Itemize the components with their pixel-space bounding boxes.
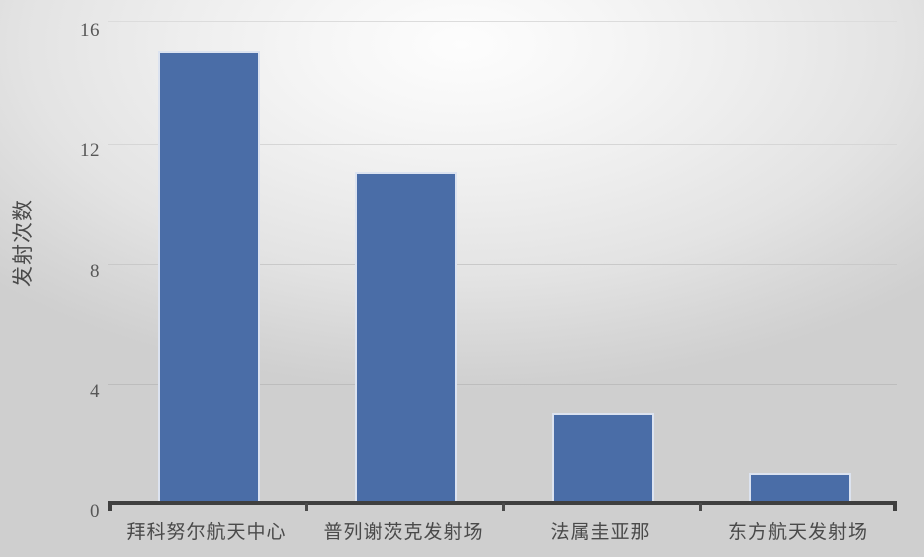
- bar-french-guiana: [552, 413, 654, 503]
- y-tick-label-16: 16: [80, 20, 100, 41]
- gridline-4: [108, 384, 897, 385]
- gridline-16: [108, 21, 897, 22]
- y-tick-label-12: 12: [80, 140, 100, 161]
- x-axis-label-vostochny: 东方航天发射场: [727, 522, 868, 543]
- x-axis-tick-1: [305, 503, 308, 511]
- y-tick-label-0: 0: [90, 501, 100, 522]
- bar-vostochny: [749, 473, 851, 503]
- x-axis-tick-3: [699, 503, 702, 511]
- y-tick-label-4: 4: [90, 381, 100, 402]
- bar-baikonur: [158, 51, 260, 503]
- plot-area: [108, 8, 897, 503]
- gridline-8: [108, 264, 897, 265]
- x-axis-left-cap: [108, 504, 112, 511]
- gridline-12: [108, 144, 897, 145]
- y-axis-tick-labels: 16 12 8 4 0: [50, 8, 100, 521]
- x-axis-right-cap: [893, 504, 897, 511]
- x-axis-tick-2: [502, 503, 505, 511]
- x-axis-label-french-guiana: 法属圭亚那: [550, 522, 651, 543]
- bar-plesetsk: [355, 172, 457, 503]
- y-tick-label-8: 8: [90, 261, 100, 282]
- y-axis-title: 发射次数: [11, 199, 35, 287]
- x-axis-label-plesetsk: 普列谢茨克发射场: [323, 522, 484, 543]
- x-axis-label-baikonur: 拜科努尔航天中心: [126, 522, 287, 543]
